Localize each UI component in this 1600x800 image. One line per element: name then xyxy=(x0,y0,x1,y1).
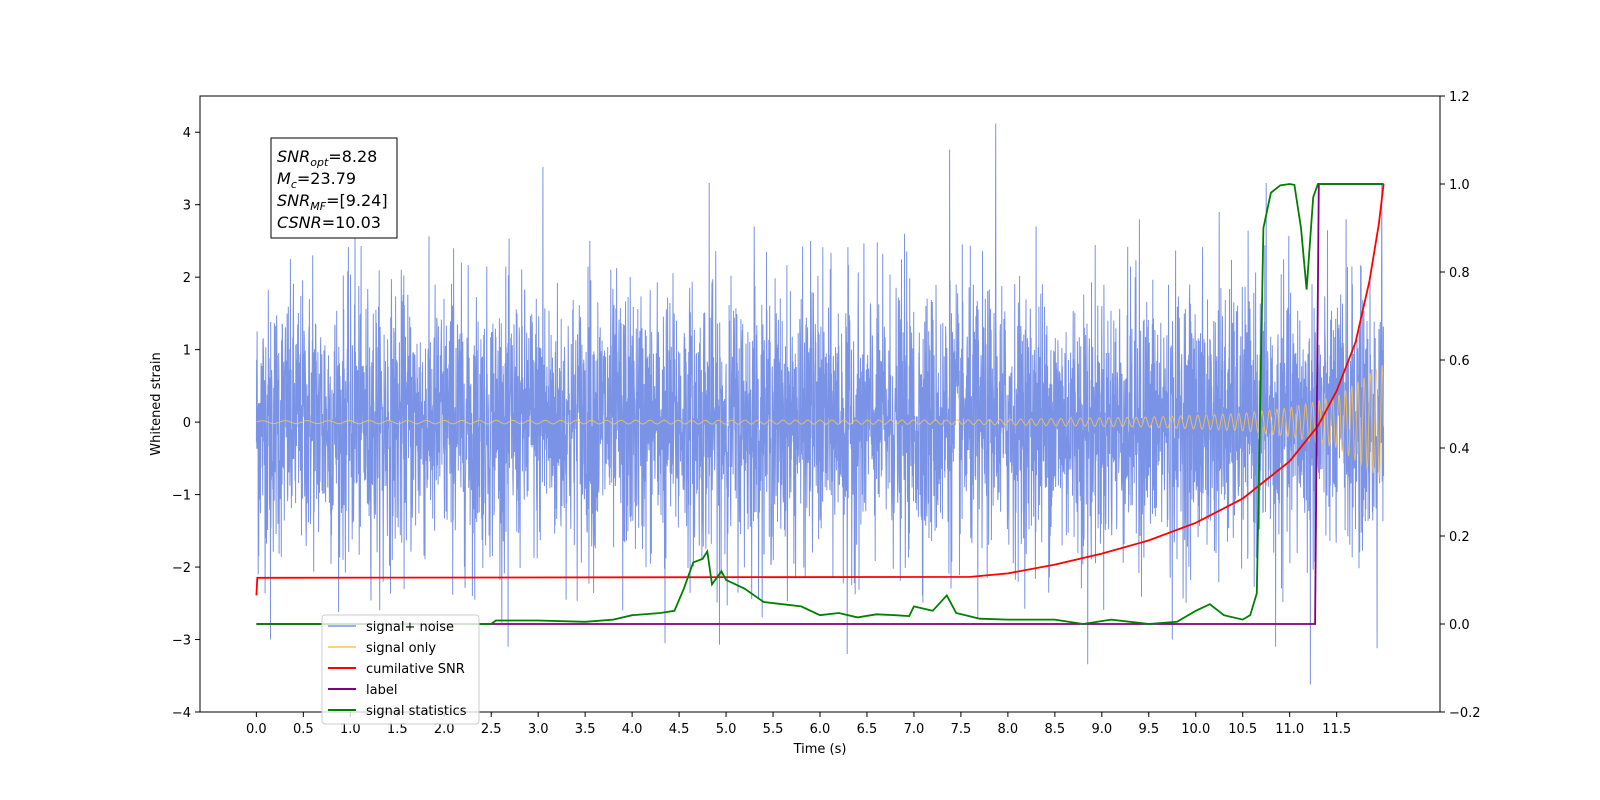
y-tick-label-right: 1.2 xyxy=(1449,90,1470,105)
legend-label-signal-only: signal only xyxy=(366,641,436,656)
x-tick-label: 9.0 xyxy=(1091,722,1112,737)
x-tick-label: 3.0 xyxy=(528,722,549,737)
x-tick-label: 1.0 xyxy=(340,722,361,737)
y-tick-label-right: −0.2 xyxy=(1449,706,1481,721)
y-tick-label-left: −1 xyxy=(172,489,191,504)
x-tick-label: 7.5 xyxy=(951,722,972,737)
x-tick-label: 8.0 xyxy=(998,722,1019,737)
x-tick-label: 10.0 xyxy=(1181,722,1210,737)
x-tick-label: 10.5 xyxy=(1228,722,1257,737)
series-signal-noise xyxy=(255,123,1385,685)
plot-area xyxy=(255,123,1385,685)
legend: signal+ noise signal only cumilative SNR la… xyxy=(321,614,480,725)
series-cumilative-snr xyxy=(255,183,1385,596)
x-axis-label: Time (s) xyxy=(793,742,847,757)
x-tick-label: 8.5 xyxy=(1045,722,1066,737)
y-axis-label: Whitened strain xyxy=(149,352,164,455)
x-tick-label: 6.5 xyxy=(857,722,878,737)
annotation-box: SNRopt=8.28Mc=23.79SNRMF=[9.24]CSNR=10.0… xyxy=(270,137,398,239)
y-tick-label-right: 0.8 xyxy=(1449,266,1470,281)
series-signal-only xyxy=(256,365,1385,478)
x-tick-label: 3.5 xyxy=(575,722,596,737)
legend-label-signal-noise: signal+ noise xyxy=(366,620,454,635)
y-tick-label-left: 0 xyxy=(183,416,191,431)
legend-label-label: label xyxy=(366,683,397,698)
annotation-frame xyxy=(270,137,398,239)
x-tick-label: 5.0 xyxy=(716,722,737,737)
legend-label-signal-statistics: signal statistics xyxy=(366,704,467,719)
annotation-line: Mc=23.79 xyxy=(277,169,356,191)
x-tick-label: 6.0 xyxy=(810,722,831,737)
y-tick-label-left: 4 xyxy=(183,126,191,141)
x-tick-label: 5.5 xyxy=(763,722,784,737)
y-tick-label-left: 3 xyxy=(183,199,191,214)
x-tick-label: 0.0 xyxy=(246,722,267,737)
x-tick-label: 1.5 xyxy=(387,722,408,737)
x-tick-label: 9.5 xyxy=(1138,722,1159,737)
x-tick-label: 2.0 xyxy=(434,722,455,737)
y-tick-label-right: 1.0 xyxy=(1449,178,1470,193)
y-tick-label-left: 2 xyxy=(183,271,191,286)
x-tick-label: 11.0 xyxy=(1275,722,1304,737)
series-signal-statistics xyxy=(256,183,1384,625)
x-tick-label: 4.0 xyxy=(622,722,643,737)
y-tick-label-right: 0.6 xyxy=(1449,354,1470,369)
x-tick-label: 11.5 xyxy=(1322,722,1351,737)
annotation-line: SNRMF=[9.24] xyxy=(277,191,388,213)
y-tick-label-right: 0.2 xyxy=(1449,530,1470,545)
y-tick-label-right: 0.0 xyxy=(1449,618,1470,633)
y-tick-label-right: 0.4 xyxy=(1449,442,1470,457)
annotation-line: CSNR=10.03 xyxy=(277,213,381,232)
annotation-line: SNRopt=8.28 xyxy=(277,147,377,169)
x-tick-label: 2.5 xyxy=(481,722,502,737)
axes-ticks: 0.0 0.5 1.0 1.5 2.0 2.5 3.0 3.5 4.0 4.5 5.0 5.5 6.0 6… xyxy=(172,90,1481,737)
y-tick-label-left: −4 xyxy=(172,706,191,721)
x-tick-label: 7.0 xyxy=(904,722,925,737)
y-tick-label-left: −3 xyxy=(172,634,191,649)
legend-label-cumilative-snr: cumilative SNR xyxy=(366,662,465,677)
x-tick-label: 4.5 xyxy=(669,722,690,737)
y-tick-label-left: −2 xyxy=(172,561,191,576)
x-tick-label: 0.5 xyxy=(293,722,314,737)
legend-frame xyxy=(321,614,480,725)
y-tick-label-left: 1 xyxy=(183,344,191,359)
